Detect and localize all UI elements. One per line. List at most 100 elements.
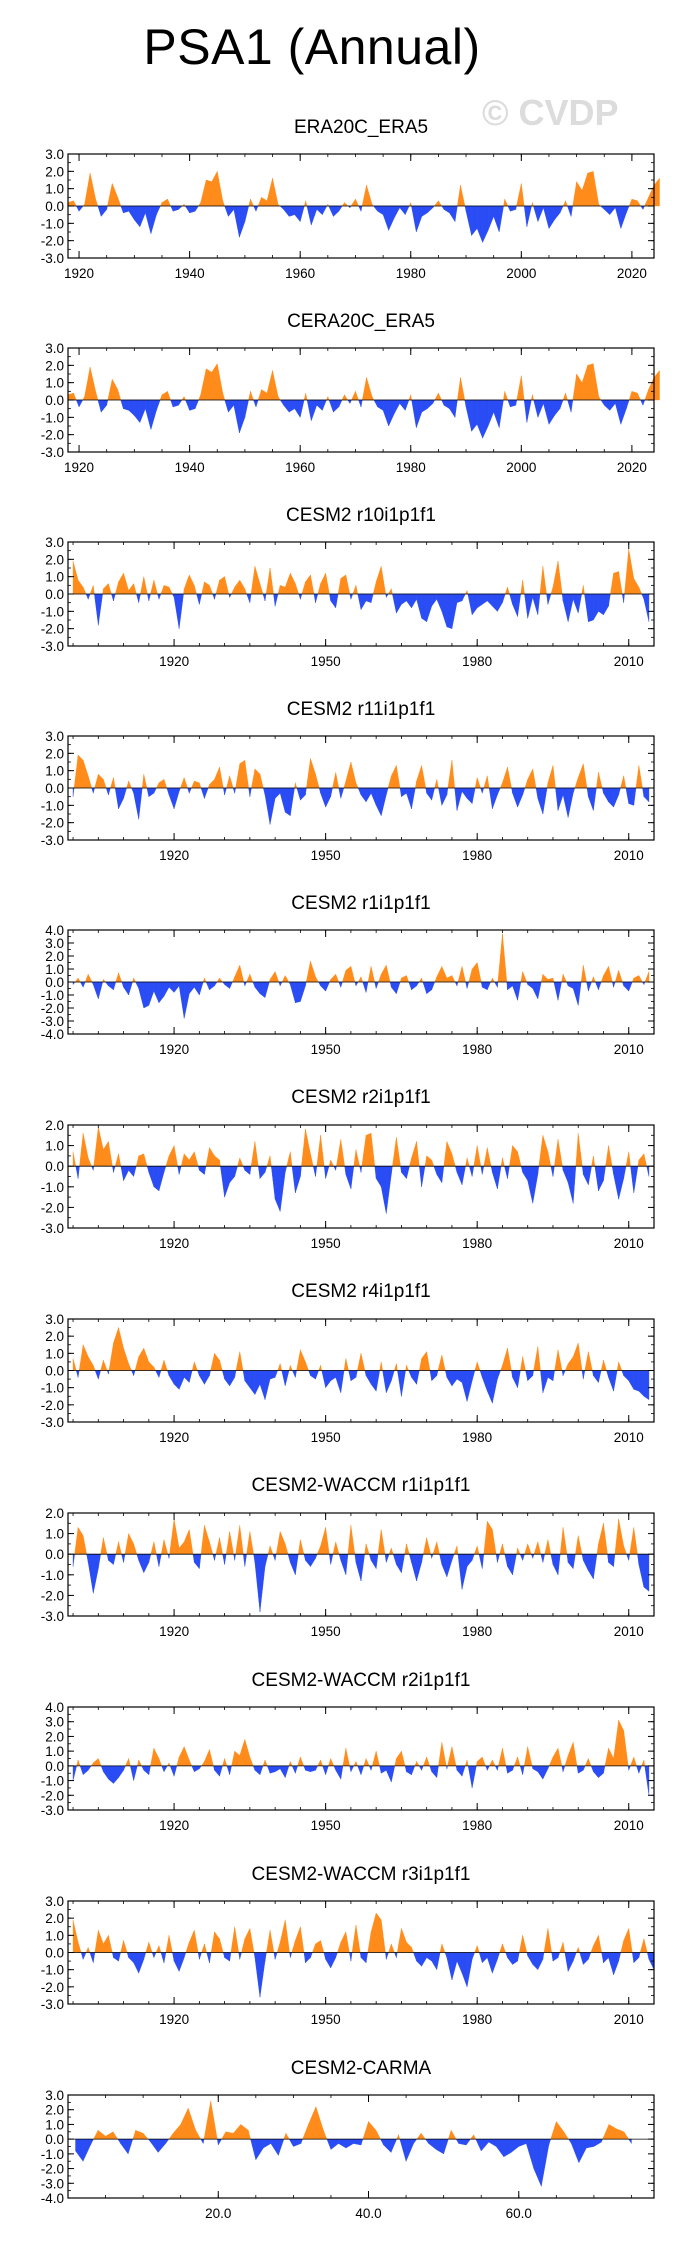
negative-segment: [537, 1765, 544, 1780]
positive-segment: [643, 1759, 645, 1767]
positive-segment: [234, 579, 240, 595]
y-tick-label: -2.0: [41, 1398, 64, 1413]
negative-segment: [471, 205, 478, 237]
positive-segment: [392, 1137, 397, 1167]
negative-segment: [461, 1952, 468, 1987]
negative-segment: [338, 981, 341, 988]
positive-segment: [375, 2130, 381, 2140]
positive-segment: [326, 396, 329, 401]
positive-segment: [438, 200, 443, 207]
positive-segment: [441, 1943, 446, 1953]
positive-segment: [93, 1365, 96, 1371]
negative-segment: [446, 1554, 453, 1577]
negative-segment: [552, 1166, 555, 1177]
negative-segment: [416, 981, 420, 987]
positive-segment: [421, 978, 424, 983]
positive-segment: [341, 201, 345, 207]
positive-segment: [512, 1145, 518, 1167]
negative-segment: [531, 1554, 533, 1559]
negative-segment: [349, 399, 352, 404]
negative-segment: [197, 1370, 200, 1376]
negative-segment: [148, 1166, 155, 1187]
positive-segment: [103, 1537, 108, 1555]
negative-segment: [455, 2138, 459, 2145]
negative-segment: [254, 1370, 261, 1395]
negative-segment: [542, 1554, 545, 1563]
positive-segment: [150, 1541, 155, 1555]
positive-segment: [623, 1928, 629, 1953]
negative-segment: [411, 1370, 417, 1385]
positive-segment: [74, 977, 79, 983]
negative-segment: [291, 1166, 296, 1194]
negative-segment: [145, 399, 152, 430]
negative-segment: [291, 1765, 296, 1774]
negative-segment: [479, 1370, 483, 1378]
positive-segment: [204, 1943, 207, 1953]
x-tick-label: 2010: [614, 1042, 644, 1057]
positive-segment: [72, 1919, 79, 1953]
negative-segment: [194, 399, 199, 409]
negative-segment: [507, 1554, 513, 1576]
x-tick-label: 1980: [462, 1624, 492, 1639]
negative-segment: [224, 1370, 230, 1387]
negative-segment: [365, 593, 372, 603]
positive-segment: [361, 185, 367, 207]
positive-segment: [320, 1759, 323, 1767]
negative-segment: [111, 593, 114, 601]
positive-segment: [209, 585, 213, 595]
positive-segment: [316, 1135, 321, 1167]
positive-segment: [267, 1545, 271, 1555]
positive-segment: [593, 1155, 596, 1167]
negative-segment: [431, 1370, 437, 1382]
negative-segment: [360, 1765, 365, 1775]
positive-segment: [588, 1758, 592, 1767]
negative-segment: [163, 1765, 168, 1773]
negative-segment: [194, 1554, 200, 1570]
negative-segment: [375, 787, 382, 816]
positive-segment: [426, 1351, 431, 1371]
negative-segment: [298, 593, 301, 600]
positive-segment: [310, 1153, 314, 1167]
negative-segment: [94, 593, 99, 626]
negative-area: [72, 787, 650, 825]
positive-segment: [379, 1361, 382, 1371]
positive-segment: [487, 1520, 493, 1555]
positive-segment: [364, 1543, 367, 1555]
negative-segment: [482, 205, 489, 243]
positive-segment: [189, 1930, 195, 1953]
positive-segment: [286, 1151, 291, 1167]
x-tick-label: 1940: [175, 266, 205, 281]
negative-segment: [172, 1952, 175, 1962]
positive-segment: [557, 1139, 563, 1167]
negative-segment: [325, 1952, 331, 1969]
negative-segment: [98, 1554, 101, 1569]
negative-segment: [418, 1765, 422, 1772]
x-tick-label: 1950: [311, 1042, 341, 1057]
positive-segment: [308, 2106, 317, 2140]
positive-segment: [320, 1527, 326, 1555]
negative-segment: [568, 2138, 572, 2145]
positive-segment: [217, 171, 223, 207]
x-tick-label: 1950: [311, 1624, 341, 1639]
positive-segment: [575, 1535, 579, 1555]
y-tick-label: -1.0: [41, 1774, 64, 1789]
negative-segment: [562, 1370, 566, 1376]
negative-segment: [588, 593, 594, 623]
positive-segment: [191, 780, 195, 789]
positive-segment: [446, 975, 453, 983]
positive-segment: [327, 396, 330, 401]
positive-segment: [524, 779, 528, 789]
negative-segment: [226, 1765, 230, 1775]
positive-segment: [557, 561, 563, 595]
negative-segment: [136, 1554, 139, 1561]
positive-segment: [567, 1356, 574, 1371]
positive-segment: [502, 1157, 505, 1167]
negative-segment: [259, 1370, 266, 1400]
negative-segment: [244, 981, 247, 986]
negative-segment: [259, 981, 266, 999]
negative-segment: [253, 399, 257, 407]
negative-segment: [117, 2138, 121, 2145]
negative-segment: [461, 1370, 468, 1402]
negative-segment: [244, 399, 249, 418]
positive-segment: [345, 1931, 350, 1953]
